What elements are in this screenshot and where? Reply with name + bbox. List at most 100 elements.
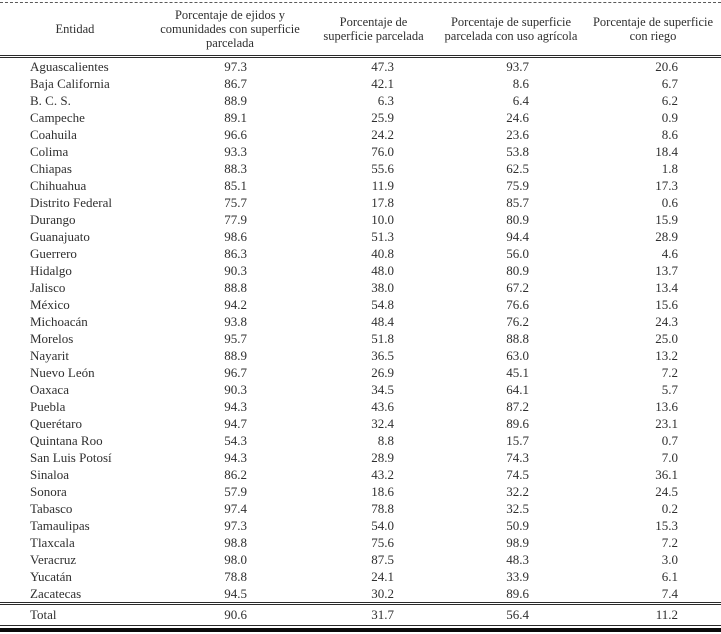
- table-row: Guerrero 86.3 40.8 56.0 4.6: [0, 245, 721, 262]
- cell-value: 97.3: [224, 518, 247, 533]
- cell-value: 51.3: [371, 229, 394, 244]
- cell-value: 24.3: [655, 314, 678, 329]
- table-header: Entidad Porcentaje de ejidos y comunidad…: [0, 4, 721, 58]
- cell-value: 25.0: [655, 331, 678, 346]
- table-row: Michoacán 93.8 48.4 76.2 24.3: [0, 313, 721, 330]
- cell-entity: Nayarit: [30, 348, 69, 363]
- cell-entity: Yucatán: [30, 569, 72, 584]
- cell-value: 34.5: [371, 382, 394, 397]
- cell-value: 94.7: [224, 416, 247, 431]
- cell-value: 15.3: [655, 518, 678, 533]
- column-header-superficie-parcelada: Porcentaje de superficie parcelada: [310, 4, 437, 58]
- table-row: Sinaloa 86.2 43.2 74.5 36.1: [0, 466, 721, 483]
- cell-value: 74.3: [506, 450, 529, 465]
- cell-value: 78.8: [224, 569, 247, 584]
- cell-entity: Campeche: [30, 110, 85, 125]
- cell-value: 86.3: [224, 246, 247, 261]
- cell-value: 97.3: [224, 59, 247, 74]
- cell-value: 54.8: [371, 297, 394, 312]
- table-row: Colima 93.3 76.0 53.8 18.4: [0, 143, 721, 160]
- cell-entity: Chiapas: [30, 161, 72, 176]
- column-header-entidad: Entidad: [0, 4, 150, 58]
- cell-entity: Zacatecas: [30, 586, 82, 601]
- cell-value: 18.4: [655, 144, 678, 159]
- total-label: Total: [0, 602, 150, 626]
- table-row: Coahuila 96.6 24.2 23.6 8.6: [0, 126, 721, 143]
- table-row: San Luis Potosí 94.3 28.9 74.3 7.0: [0, 449, 721, 466]
- cell-value: 57.9: [224, 484, 247, 499]
- column-header-ejidos-superficie-parcelada: Porcentaje de ejidos y comunidades con s…: [150, 4, 310, 58]
- header-row: Entidad Porcentaje de ejidos y comunidad…: [0, 4, 721, 58]
- cell-entity: Aguascalientes: [30, 59, 109, 74]
- cell-value: 89.1: [224, 110, 247, 125]
- table-row: Baja California 86.7 42.1 8.6 6.7: [0, 75, 721, 92]
- cell-value: 90.3: [224, 263, 247, 278]
- table-row: Sonora 57.9 18.6 32.2 24.5: [0, 483, 721, 500]
- table-row: Chiapas 88.3 55.6 62.5 1.8: [0, 160, 721, 177]
- cell-value: 54.3: [224, 433, 247, 448]
- cell-value: 78.8: [371, 501, 394, 516]
- cell-value: 0.7: [661, 433, 678, 448]
- cell-value: 94.3: [224, 399, 247, 414]
- cell-value: 77.9: [224, 212, 247, 227]
- cell-value: 26.9: [371, 365, 394, 380]
- table-row: Nuevo León 96.7 26.9 45.1 7.2: [0, 364, 721, 381]
- cell-value: 55.6: [371, 161, 394, 176]
- cell-entity: Quintana Roo: [30, 433, 103, 448]
- cell-value: 24.2: [371, 127, 394, 142]
- cell-value: 88.3: [224, 161, 247, 176]
- cell-value: 63.0: [506, 348, 529, 363]
- total-value: 56.4: [437, 602, 585, 626]
- cell-value: 11.9: [371, 178, 394, 193]
- cell-value: 96.6: [224, 127, 247, 142]
- cell-value: 95.7: [224, 331, 247, 346]
- column-header-uso-agricola: Porcentaje de superficie parcelada con u…: [437, 4, 585, 58]
- table-row: México 94.2 54.8 76.6 15.6: [0, 296, 721, 313]
- cell-value: 3.0: [661, 552, 678, 567]
- cell-value: 48.0: [371, 263, 394, 278]
- cell-value: 6.4: [512, 93, 529, 108]
- cell-value: 13.2: [655, 348, 678, 363]
- cell-value: 97.4: [224, 501, 247, 516]
- cell-entity: Sinaloa: [30, 467, 69, 482]
- cell-value: 98.9: [506, 535, 529, 550]
- table-row: Nayarit 88.9 36.5 63.0 13.2: [0, 347, 721, 364]
- cell-value: 17.3: [655, 178, 678, 193]
- cell-value: 48.4: [371, 314, 394, 329]
- table-row: Jalisco 88.8 38.0 67.2 13.4: [0, 279, 721, 296]
- cell-value: 88.8: [506, 331, 529, 346]
- table-footer: Total 90.6 31.7 56.4 11.2: [0, 602, 721, 626]
- cell-value: 38.0: [371, 280, 394, 295]
- ejidos-statistics-table: Entidad Porcentaje de ejidos y comunidad…: [0, 4, 721, 626]
- cell-entity: Coahuila: [30, 127, 77, 142]
- cell-value: 94.3: [224, 450, 247, 465]
- cell-value: 6.7: [661, 76, 678, 91]
- table-row: Tabasco 97.4 78.8 32.5 0.2: [0, 500, 721, 517]
- cell-value: 32.2: [506, 484, 529, 499]
- cell-entity: Oaxaca: [30, 382, 69, 397]
- cell-entity: Baja California: [30, 76, 110, 91]
- cell-value: 94.2: [224, 297, 247, 312]
- cell-value: 42.1: [371, 76, 394, 91]
- cell-value: 0.2: [661, 501, 678, 516]
- cell-value: 15.7: [506, 433, 529, 448]
- cell-value: 6.2: [661, 93, 678, 108]
- cell-value: 48.3: [506, 552, 529, 567]
- cell-value: 20.6: [655, 59, 678, 74]
- table-row: Puebla 94.3 43.6 87.2 13.6: [0, 398, 721, 415]
- cell-value: 88.9: [224, 348, 247, 363]
- cell-value: 8.8: [377, 433, 394, 448]
- cell-value: 24.5: [655, 484, 678, 499]
- cell-entity: Jalisco: [30, 280, 66, 295]
- cell-value: 25.9: [371, 110, 394, 125]
- cell-entity: Nuevo León: [30, 365, 95, 380]
- cell-value: 24.6: [506, 110, 529, 125]
- cell-value: 28.9: [371, 450, 394, 465]
- cell-value: 13.6: [655, 399, 678, 414]
- cell-value: 98.6: [224, 229, 247, 244]
- cell-value: 75.9: [506, 178, 529, 193]
- total-value: 11.2: [585, 602, 721, 626]
- total-value: 31.7: [310, 602, 437, 626]
- table-body: Aguascalientes 97.3 47.3 93.7 20.6 Baja Calif…: [0, 57, 721, 604]
- cell-value: 33.9: [506, 569, 529, 584]
